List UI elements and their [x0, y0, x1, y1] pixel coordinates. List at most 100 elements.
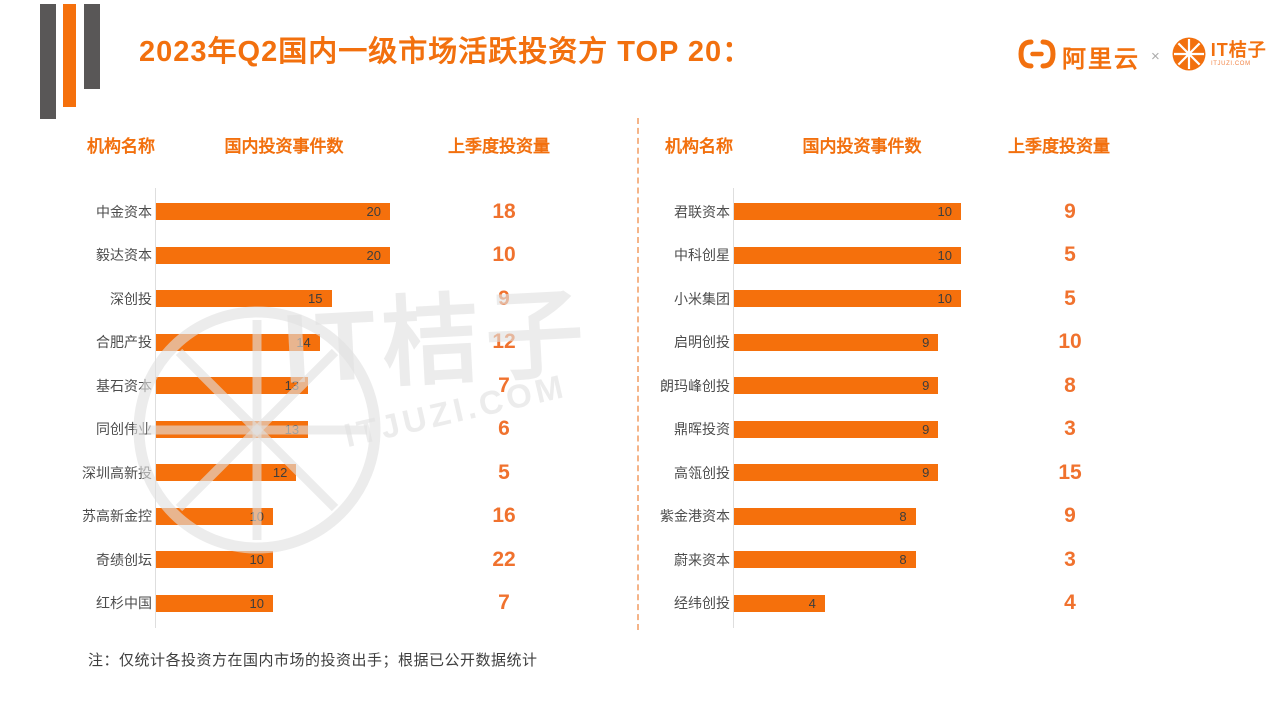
bar-track: 10 — [156, 495, 390, 539]
volume-value: 3 — [1064, 547, 1076, 571]
chart-row: 红杉中国 10 7 — [72, 582, 617, 626]
events-value: 20 — [366, 247, 381, 263]
volume-value: 8 — [1064, 373, 1076, 397]
chart-row: 毅达资本 20 10 — [72, 234, 617, 278]
bar-track: 10 — [734, 277, 961, 321]
events-value: 8 — [899, 508, 907, 524]
bar-track: 15 — [156, 277, 390, 321]
decoration-bar-gray-1 — [40, 4, 56, 119]
bar-track: 12 — [156, 451, 390, 495]
volume-value: 7 — [498, 591, 510, 615]
institution-label: 毅达资本 — [96, 247, 152, 264]
institution-label: 君联资本 — [674, 203, 730, 220]
itjuzi-logo-subtext: ITJUZI.COM — [1210, 60, 1251, 67]
header-institution-name: 机构名称 — [87, 137, 155, 156]
volume-value: 18 — [492, 199, 516, 223]
events-bar: 20 — [156, 246, 390, 264]
events-value: 10 — [249, 552, 264, 568]
institution-label: 蔚来资本 — [674, 551, 730, 568]
events-bar: 4 — [734, 594, 825, 612]
events-value: 10 — [937, 204, 952, 220]
column-headers: 机构名称 国内投资事件数 上季度投资量 — [650, 132, 1190, 156]
bar-track: 4 — [734, 582, 961, 626]
chart-row: 合肥产投 14 12 — [72, 321, 617, 365]
institution-label: 高瓴创投 — [674, 464, 730, 481]
events-bar: 10 — [156, 594, 273, 612]
volume-value: 5 — [1064, 243, 1076, 267]
events-bar: 20 — [156, 203, 390, 221]
chart-row: 同创伟业 13 6 — [72, 408, 617, 452]
volume-value: 6 — [498, 417, 510, 441]
brand-separator: × — [1151, 47, 1160, 65]
events-bar: 10 — [734, 246, 961, 264]
institution-label: 小米集团 — [674, 290, 730, 307]
chart-row: 紫金港资本 8 9 — [650, 495, 1190, 539]
volume-value: 4 — [1064, 591, 1076, 615]
panel-divider — [637, 118, 639, 630]
volume-value: 12 — [492, 330, 516, 354]
bar-track: 10 — [734, 190, 961, 234]
events-value: 10 — [937, 247, 952, 263]
column-headers: 机构名称 国内投资事件数 上季度投资量 — [72, 132, 617, 156]
chart-row: 小米集团 10 5 — [650, 277, 1190, 321]
bar-track: 9 — [734, 364, 961, 408]
events-bar: 13 — [156, 377, 309, 395]
events-bar: 8 — [734, 551, 916, 569]
chart-row: 基石资本 13 7 — [72, 364, 617, 408]
institution-label: 中金资本 — [96, 203, 152, 220]
header-quarter-volume: 上季度投资量 — [448, 137, 550, 156]
events-value: 12 — [272, 465, 288, 481]
events-bar: 8 — [734, 507, 916, 525]
itjuzi-logo-icon — [1171, 36, 1207, 77]
institution-label: 深创投 — [110, 290, 152, 307]
chart-row: 苏高新金控 10 16 — [72, 495, 617, 539]
events-bar: 10 — [734, 203, 961, 221]
chart-row: 启明创投 9 10 — [650, 321, 1190, 365]
events-bar: 9 — [734, 377, 939, 395]
bar-track: 13 — [156, 408, 390, 452]
events-bar: 9 — [734, 420, 939, 438]
bar-track: 8 — [734, 538, 961, 582]
events-value: 10 — [937, 291, 952, 307]
bar-track: 20 — [156, 234, 390, 278]
chart-row: 蔚来资本 8 3 — [650, 538, 1190, 582]
chart-row: 君联资本 10 9 — [650, 190, 1190, 234]
bar-track: 13 — [156, 364, 390, 408]
institution-label: 合肥产投 — [96, 334, 152, 351]
events-value: 10 — [249, 595, 264, 611]
events-value: 9 — [922, 334, 930, 350]
institution-label: 朗玛峰创投 — [660, 377, 730, 394]
chart-panel-right: 机构名称 国内投资事件数 上季度投资量 君联资本 10 9 中科创星 10 5 小米集团 10… — [650, 118, 1190, 648]
events-value: 8 — [899, 552, 907, 568]
chart-row: 经纬创投 4 4 — [650, 582, 1190, 626]
decoration-bar-gray-2 — [84, 4, 100, 89]
institution-label: 红杉中国 — [96, 595, 152, 612]
volume-value: 10 — [1058, 330, 1082, 354]
bar-track: 9 — [734, 451, 961, 495]
volume-value: 7 — [498, 373, 510, 397]
bar-track: 10 — [156, 582, 390, 626]
events-bar: 12 — [156, 464, 297, 482]
chart-rows-right: 君联资本 10 9 中科创星 10 5 小米集团 10 5 启明创投 9 10 朗玛峰创投 9 8 鼎晖投资 9… — [650, 188, 1190, 628]
events-bar: 9 — [734, 464, 939, 482]
decoration-bar-orange — [63, 4, 76, 107]
events-value: 14 — [296, 334, 311, 350]
events-value: 9 — [922, 378, 930, 394]
volume-value: 10 — [492, 243, 516, 267]
volume-value: 9 — [498, 286, 510, 310]
header-quarter-volume: 上季度投资量 — [1008, 137, 1110, 156]
institution-label: 启明创投 — [674, 334, 730, 351]
volume-value: 22 — [492, 547, 516, 571]
chart-panel-left: 机构名称 国内投资事件数 上季度投资量 中金资本 20 18 毅达资本 20 10 深创投 1… — [72, 118, 617, 648]
events-bar: 15 — [156, 290, 332, 308]
events-value: 20 — [366, 204, 381, 220]
bar-track: 10 — [734, 234, 961, 278]
chart-row: 朗玛峰创投 9 8 — [650, 364, 1190, 408]
chart-row: 鼎晖投资 9 3 — [650, 408, 1190, 452]
events-bar: 13 — [156, 420, 309, 438]
chart-row: 奇绩创坛 10 22 — [72, 538, 617, 582]
institution-label: 经纬创投 — [674, 595, 730, 612]
institution-label: 奇绩创坛 — [96, 551, 152, 568]
institution-label: 同创伟业 — [96, 421, 152, 438]
